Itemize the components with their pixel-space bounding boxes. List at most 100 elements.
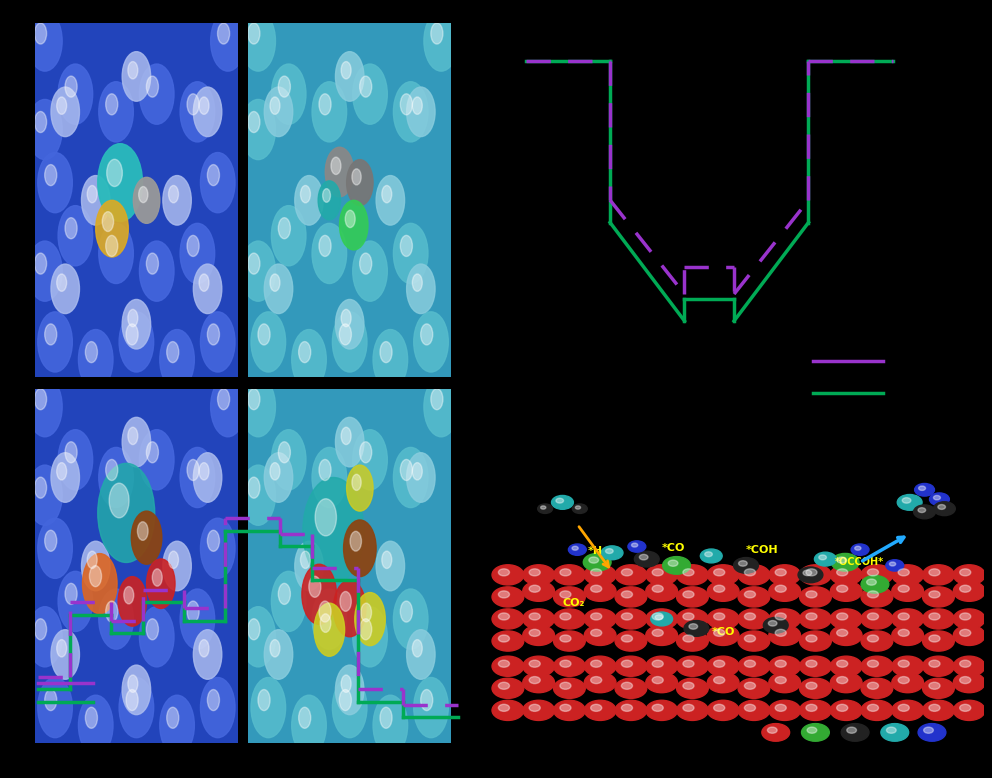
Circle shape <box>554 700 585 720</box>
Circle shape <box>199 274 209 291</box>
Circle shape <box>583 553 611 571</box>
Circle shape <box>106 460 118 481</box>
Circle shape <box>376 176 405 225</box>
Circle shape <box>414 678 448 738</box>
Circle shape <box>251 312 286 372</box>
Circle shape <box>953 565 985 585</box>
Circle shape <box>492 631 524 651</box>
Circle shape <box>707 656 739 676</box>
Circle shape <box>272 429 306 490</box>
Circle shape <box>669 560 678 566</box>
Circle shape <box>98 464 155 562</box>
Circle shape <box>353 429 387 490</box>
Circle shape <box>299 707 310 728</box>
Circle shape <box>867 661 879 668</box>
Circle shape <box>270 274 280 291</box>
Circle shape <box>360 253 372 274</box>
Circle shape <box>333 580 366 636</box>
Circle shape <box>38 312 72 372</box>
Circle shape <box>800 656 831 676</box>
Circle shape <box>394 223 428 283</box>
Circle shape <box>341 61 351 79</box>
Circle shape <box>923 700 954 720</box>
Circle shape <box>431 389 442 410</box>
Circle shape <box>677 656 708 676</box>
Circle shape <box>401 601 413 622</box>
Circle shape <box>147 442 159 463</box>
Circle shape <box>918 724 945 741</box>
Circle shape <box>615 678 647 699</box>
Circle shape <box>272 205 306 266</box>
Circle shape <box>167 707 179 728</box>
Circle shape <box>210 377 245 436</box>
Circle shape <box>339 689 351 710</box>
Circle shape <box>248 389 260 410</box>
Circle shape <box>898 629 910 636</box>
Circle shape <box>270 463 280 480</box>
Circle shape <box>314 603 344 657</box>
Circle shape <box>251 678 286 738</box>
Circle shape <box>861 587 893 607</box>
Circle shape <box>677 587 708 607</box>
Circle shape <box>806 613 817 620</box>
Circle shape <box>682 635 694 642</box>
Circle shape <box>217 389 229 410</box>
Circle shape <box>78 696 113 755</box>
Circle shape <box>312 589 346 649</box>
Circle shape <box>35 253 47 274</box>
Circle shape <box>382 551 392 569</box>
Circle shape <box>523 581 555 601</box>
Circle shape <box>339 200 368 250</box>
Circle shape <box>804 570 811 576</box>
Circle shape <box>302 564 336 625</box>
Circle shape <box>529 629 541 636</box>
Circle shape <box>590 629 602 636</box>
Circle shape <box>99 589 133 649</box>
Circle shape <box>299 342 310 363</box>
Circle shape <box>352 475 361 490</box>
Circle shape <box>775 704 787 711</box>
Circle shape <box>552 496 573 510</box>
Text: *CO: *CO <box>711 627 735 636</box>
Circle shape <box>933 496 940 500</box>
Circle shape <box>959 585 971 592</box>
Circle shape <box>861 576 889 593</box>
Circle shape <box>106 94 118 115</box>
Circle shape <box>554 678 585 699</box>
Circle shape <box>646 626 678 646</box>
Circle shape <box>902 498 911 503</box>
Circle shape <box>867 635 879 642</box>
Circle shape <box>887 727 896 734</box>
Circle shape <box>621 661 633 668</box>
Circle shape <box>621 591 633 598</box>
Circle shape <box>738 678 770 699</box>
Circle shape <box>319 460 331 481</box>
Circle shape <box>632 543 638 547</box>
Circle shape <box>200 312 235 372</box>
Circle shape <box>523 626 555 646</box>
Circle shape <box>167 342 179 363</box>
Text: *CO: *CO <box>662 543 685 553</box>
Circle shape <box>258 689 270 710</box>
Circle shape <box>655 615 663 619</box>
Circle shape <box>738 561 747 566</box>
Circle shape <box>119 678 154 738</box>
Circle shape <box>95 200 128 257</box>
Circle shape <box>830 565 862 585</box>
Circle shape <box>556 498 563 503</box>
Circle shape <box>806 569 817 576</box>
Circle shape <box>836 613 848 620</box>
Circle shape <box>861 631 893 651</box>
Circle shape <box>51 87 79 137</box>
Circle shape <box>651 612 673 626</box>
Circle shape <box>538 504 553 513</box>
Circle shape <box>886 559 904 571</box>
Circle shape <box>892 672 924 692</box>
Circle shape <box>241 100 276 159</box>
Circle shape <box>775 585 787 592</box>
Circle shape <box>529 677 541 684</box>
Circle shape <box>707 700 739 720</box>
Circle shape <box>919 486 926 490</box>
Circle shape <box>139 187 148 202</box>
Circle shape <box>652 661 664 668</box>
